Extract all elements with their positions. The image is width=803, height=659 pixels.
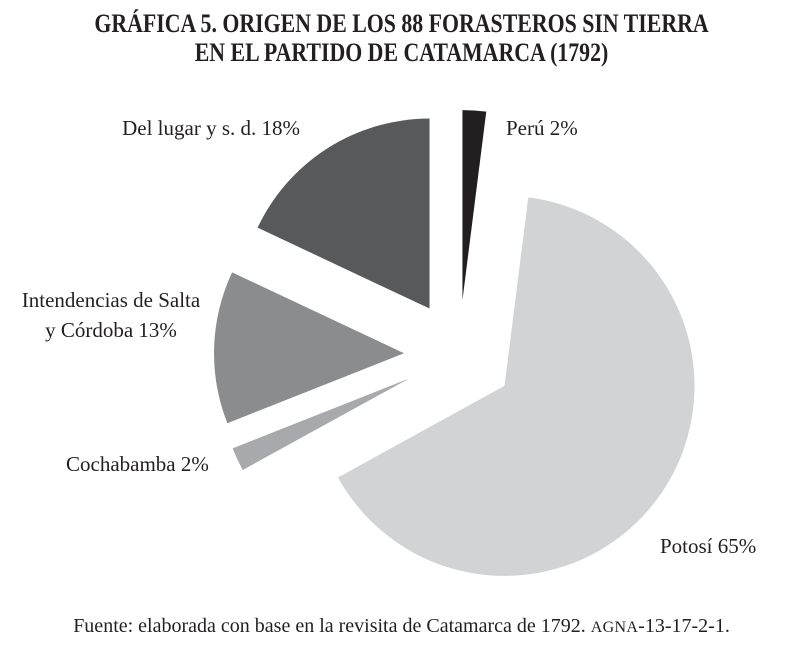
- pie-label-intendencias: Intendencias de Salta y Córdoba 13%: [0, 285, 222, 345]
- source-note-text: Fuente: elaborada con base en la revisit…: [73, 615, 591, 637]
- source-note-suffix: -13-17-2-1.: [638, 615, 730, 637]
- pie-label-potosi: Potosí 65%: [660, 534, 757, 558]
- pie-label-intendencias-line-2: y Córdoba 13%: [45, 318, 177, 342]
- pie-label-intendencias-line-1: Intendencias de Salta: [21, 288, 201, 312]
- pie-slice-del-lugar: [257, 118, 430, 309]
- pie-slice-cochabamba: [232, 378, 410, 470]
- pie-label-cochabamba: Cochabamba 2%: [66, 452, 209, 476]
- pie-slice-peru: [462, 110, 487, 301]
- source-note: Fuente: elaborada con base en la revisit…: [0, 615, 803, 638]
- chart-title: GRÁFICA 5. ORIGEN DE LOS 88 FORASTEROS S…: [0, 9, 803, 67]
- source-note-archive-code: AGNA: [590, 619, 639, 636]
- pie-label-del-lugar: Del lugar y s. d. 18%: [122, 116, 300, 140]
- chart-title-line-2: EN EL PARTIDO DE CATAMARCA (1792): [194, 38, 609, 67]
- pie-label-peru: Perú 2%: [506, 116, 578, 140]
- pie-slice-potosi: [337, 197, 695, 576]
- pie-slice-intendencias: [214, 272, 405, 424]
- chart-title-line-1: GRÁFICA 5. ORIGEN DE LOS 88 FORASTEROS S…: [94, 9, 709, 38]
